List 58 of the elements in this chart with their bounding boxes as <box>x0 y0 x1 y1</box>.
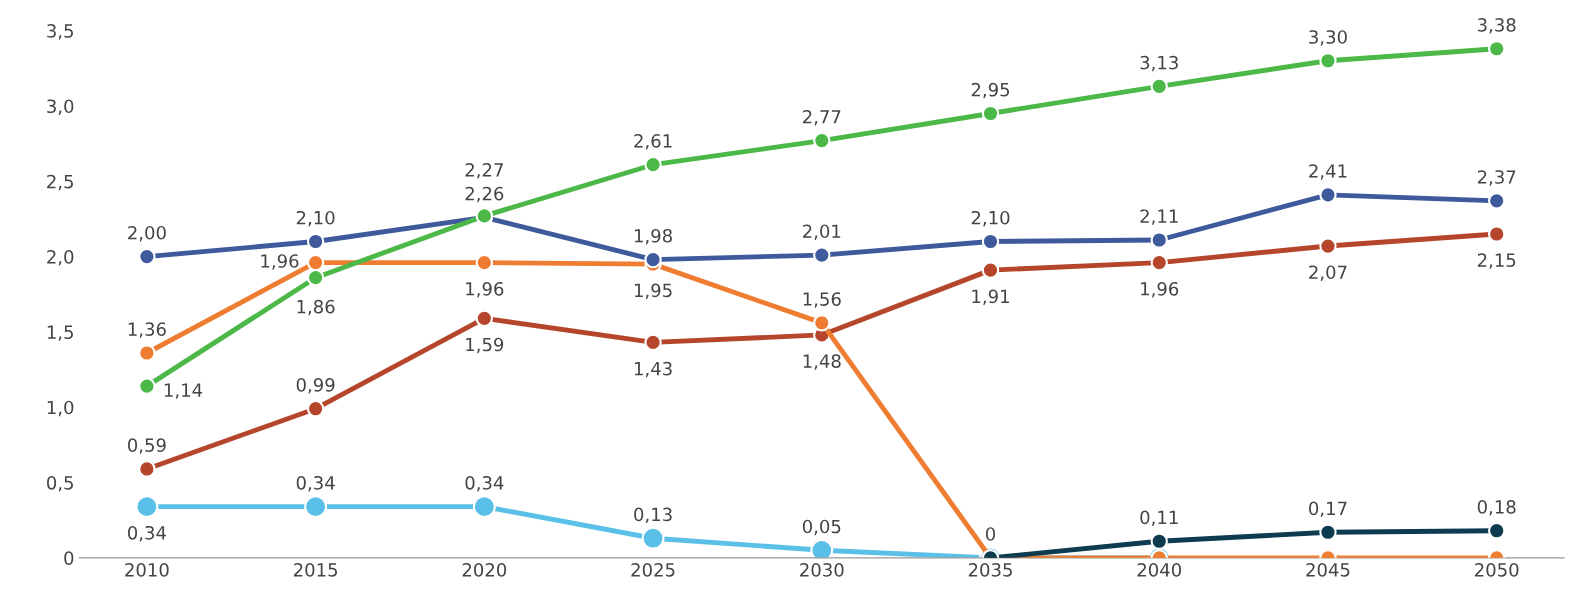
data-label: 0,99 <box>296 378 335 394</box>
data-label: 2,27 <box>465 163 503 179</box>
data-label: 2,07 <box>1309 265 1347 281</box>
data-label: 0,34 <box>465 475 504 492</box>
x-tick-label: 2045 <box>1306 563 1350 577</box>
data-label: 2,95 <box>971 82 1010 99</box>
data-label: 0,34 <box>127 525 166 542</box>
data-label: 3,30 <box>1309 30 1347 46</box>
data-label: 2,15 <box>1477 253 1516 269</box>
x-tick-label: 2035 <box>968 563 1012 577</box>
data-label: 2,10 <box>296 210 335 227</box>
y-tick-label: 3,0 <box>47 99 74 115</box>
data-label: 0,05 <box>802 519 841 536</box>
data-label: 2,11 <box>1140 209 1178 225</box>
y-tick-label: 0 <box>64 551 74 565</box>
x-tick-label: 2030 <box>800 563 844 577</box>
x-tick-label: 2040 <box>1137 563 1182 577</box>
data-label: 1,98 <box>634 228 672 245</box>
data-label: 1,43 <box>634 361 672 378</box>
data-label: 0,18 <box>1477 500 1516 516</box>
data-label: 1,96 <box>261 254 299 270</box>
x-tick-label: 2025 <box>631 563 675 577</box>
data-label: 2,01 <box>803 224 841 240</box>
data-label: 1,59 <box>466 337 504 354</box>
data-label: 3,38 <box>1477 18 1516 34</box>
data-label: 2,37 <box>1477 170 1516 186</box>
data-label: 0,11 <box>1140 510 1178 527</box>
data-label: 1,91 <box>972 289 1009 305</box>
x-tick-label: 2020 <box>462 563 507 577</box>
data-label: 2,41 <box>1309 164 1347 180</box>
y-tick-label: 2,5 <box>47 174 73 191</box>
data-label: 1,48 <box>803 354 841 370</box>
data-label: 1,96 <box>1141 281 1179 298</box>
y-tick-label: 3,5 <box>47 24 73 40</box>
data-label: 0,59 <box>127 438 166 454</box>
data-label: 0 <box>985 527 996 541</box>
y-tick-label: 0,5 <box>47 475 73 492</box>
x-tick-label: 2015 <box>293 563 338 577</box>
y-tick-label: 1,5 <box>47 325 73 341</box>
data-label: 3,13 <box>1140 55 1178 72</box>
data-label: 0,17 <box>1309 501 1347 518</box>
data-label: 1,56 <box>803 292 841 308</box>
x-tick-label: 2010 <box>125 563 169 577</box>
data-label: 1,96 <box>466 281 504 298</box>
data-label: 2,10 <box>971 210 1010 227</box>
y-tick-label: 2,0 <box>47 250 74 266</box>
data-label: 2,61 <box>634 134 672 150</box>
data-label: 1,36 <box>128 322 166 338</box>
x-tick-label: 2050 <box>1475 563 1519 577</box>
data-label: 2,26 <box>465 186 504 203</box>
data-label: 1,14 <box>164 383 203 399</box>
data-label: 1,95 <box>634 283 672 299</box>
data-label: 0,34 <box>296 475 335 492</box>
data-label: 0,13 <box>634 507 672 524</box>
data-label: 2,77 <box>803 109 841 126</box>
y-tick-label: 1,0 <box>47 400 74 417</box>
data-label: 1,86 <box>297 299 335 316</box>
data-label: 2,00 <box>128 225 166 242</box>
